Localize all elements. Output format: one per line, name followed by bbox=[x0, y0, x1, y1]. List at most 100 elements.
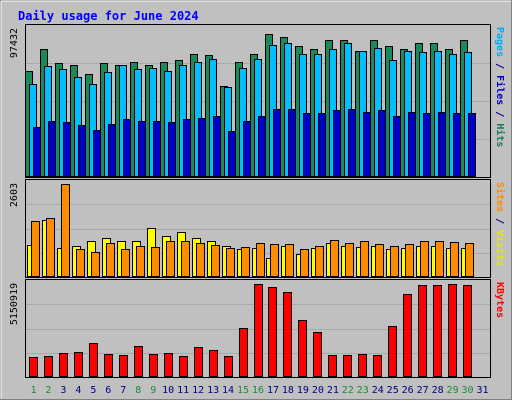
x-tick-label-day-16: 16 bbox=[252, 385, 264, 396]
side-label-part: / bbox=[494, 57, 505, 75]
bar-kbytes-kbytes-day-17 bbox=[268, 287, 277, 377]
x-tick-label-day-21: 21 bbox=[327, 385, 339, 396]
x-tick-label-day-22: 22 bbox=[342, 385, 354, 396]
panel-kbytes-ymax-label: 5150919 bbox=[9, 283, 20, 325]
bar-visits-sites-day-18 bbox=[285, 244, 294, 277]
bar-hits-pages-day-9 bbox=[153, 121, 161, 177]
bar-hits-pages-day-27 bbox=[423, 113, 431, 177]
bar-kbytes-kbytes-day-9 bbox=[149, 354, 158, 377]
x-tick-label-day-12: 12 bbox=[192, 385, 204, 396]
bar-kbytes-kbytes-day-10 bbox=[164, 353, 173, 377]
bar-visits-sites-day-12 bbox=[196, 243, 205, 277]
side-label-part: Sites bbox=[494, 182, 506, 212]
bar-visits-sites-day-4 bbox=[76, 249, 85, 277]
x-tick-label-day-27: 27 bbox=[417, 385, 429, 396]
bar-kbytes-kbytes-day-12 bbox=[194, 347, 203, 377]
x-tick-label-day-17: 17 bbox=[267, 385, 279, 396]
bar-kbytes-kbytes-day-16 bbox=[254, 284, 263, 377]
bar-hits-pages-day-19 bbox=[303, 113, 311, 177]
x-tick-label-day-3: 3 bbox=[60, 385, 66, 396]
bar-hits-pages-day-8 bbox=[138, 121, 146, 177]
bar-kbytes-kbytes-day-5 bbox=[89, 343, 98, 377]
side-label-part: / bbox=[494, 105, 505, 123]
bar-kbytes-kbytes-day-13 bbox=[209, 350, 218, 377]
bar-hits-pages-day-11 bbox=[183, 119, 191, 177]
bar-visits-sites-day-30 bbox=[465, 243, 474, 277]
side-label-part: KBytes bbox=[494, 282, 505, 318]
bar-hits-pages-day-26 bbox=[408, 112, 416, 177]
bar-hits-pages-day-15 bbox=[243, 121, 251, 177]
bar-visits-sites-day-22 bbox=[345, 243, 354, 277]
bar-hits-pages-day-30 bbox=[468, 113, 476, 177]
bar-kbytes-kbytes-day-2 bbox=[44, 356, 53, 377]
bar-hits-pages-day-16 bbox=[258, 116, 266, 177]
x-tick-label-day-23: 23 bbox=[357, 385, 369, 396]
bar-hits-pages-day-17 bbox=[273, 109, 281, 177]
x-axis-labels: 1 2 3 4 5 6 7 8 9 10 11 12 13 14 15 16 17 18 19 20 21 22 23 24 2… bbox=[30, 385, 488, 396]
bar-hits-pages-day-20 bbox=[318, 113, 326, 177]
bar-visits-sites-day-3 bbox=[61, 184, 70, 277]
bar-visits-sites-day-26 bbox=[405, 244, 414, 277]
chart-title: Daily usage for June 2024 bbox=[18, 9, 199, 23]
bar-kbytes-kbytes-day-11 bbox=[179, 356, 188, 377]
bar-visits-sites-day-21 bbox=[330, 240, 339, 277]
panel-hits: 97432 Pages / Files / Hits bbox=[9, 24, 506, 178]
x-tick-label-day-13: 13 bbox=[207, 385, 219, 396]
x-tick-label-day-18: 18 bbox=[282, 385, 294, 396]
bar-kbytes-kbytes-day-29 bbox=[448, 284, 457, 377]
bar-hits-pages-day-24 bbox=[378, 110, 386, 177]
x-tick-label-day-29: 29 bbox=[447, 385, 459, 396]
bar-kbytes-kbytes-day-28 bbox=[433, 285, 442, 377]
x-tick-label-day-7: 7 bbox=[120, 385, 126, 396]
bar-visits-sites-day-13 bbox=[211, 245, 220, 277]
bar-kbytes-kbytes-day-3 bbox=[59, 353, 68, 377]
bar-visits-sites-day-20 bbox=[315, 246, 324, 277]
bar-hits-pages-day-21 bbox=[333, 110, 341, 177]
x-tick-label-day-1: 1 bbox=[30, 385, 36, 396]
x-tick-label-day-10: 10 bbox=[162, 385, 174, 396]
bar-kbytes-kbytes-day-27 bbox=[418, 285, 427, 377]
bar-kbytes-kbytes-day-30 bbox=[463, 285, 472, 377]
bar-visits-sites-day-16 bbox=[256, 243, 265, 277]
chart-panels: 97432 Pages / Files / Hits 2603 Sites / Vis… bbox=[9, 24, 506, 378]
bar-visits-sites-day-9 bbox=[151, 247, 160, 277]
x-tick-label-day-4: 4 bbox=[75, 385, 81, 396]
bar-hits-pages-day-22 bbox=[348, 109, 356, 177]
panel-hits-border bbox=[25, 24, 491, 178]
bar-visits-sites-day-8 bbox=[136, 246, 145, 277]
panel-visits-border bbox=[25, 179, 491, 278]
bar-hits-pages-day-1 bbox=[33, 127, 41, 177]
bar-hits-pages-day-2 bbox=[48, 121, 56, 177]
bar-kbytes-kbytes-day-8 bbox=[134, 346, 143, 377]
bar-hits-pages-day-3 bbox=[63, 122, 71, 177]
bar-visits-sites-day-5 bbox=[91, 252, 100, 277]
bar-kbytes-kbytes-day-23 bbox=[358, 354, 367, 377]
bar-kbytes-kbytes-day-21 bbox=[328, 355, 337, 377]
side-label-part: Visits bbox=[494, 230, 506, 266]
bar-hits-pages-day-5 bbox=[93, 130, 101, 177]
panel-kbytes-side-label: KBytes bbox=[494, 282, 505, 318]
bar-visits-sites-day-25 bbox=[390, 246, 399, 277]
bar-hits-pages-day-7 bbox=[123, 119, 131, 177]
bar-visits-sites-day-27 bbox=[420, 241, 429, 277]
bar-visits-sites-day-1 bbox=[31, 221, 40, 277]
bar-kbytes-kbytes-day-4 bbox=[74, 352, 83, 377]
bar-kbytes-kbytes-day-7 bbox=[119, 355, 128, 377]
bar-hits-pages-day-12 bbox=[198, 118, 206, 177]
bar-visits-sites-day-6 bbox=[106, 243, 115, 277]
panel-kbytes-border bbox=[25, 279, 491, 378]
side-label-part: / bbox=[494, 212, 505, 230]
x-tick-label-day-28: 28 bbox=[432, 385, 444, 396]
x-tick-label-day-8: 8 bbox=[135, 385, 141, 396]
bar-visits-sites-day-23 bbox=[360, 241, 369, 277]
bar-kbytes-kbytes-day-18 bbox=[283, 292, 292, 377]
bar-hits-pages-day-28 bbox=[438, 112, 446, 177]
side-label-part: Files bbox=[494, 75, 506, 105]
panel-hits-side-label: Pages / Files / Hits bbox=[494, 27, 506, 147]
bar-visits-sites-day-2 bbox=[46, 218, 55, 277]
panel-kbytes: 5150919 KBytes bbox=[9, 279, 505, 378]
x-tick-label-day-6: 6 bbox=[105, 385, 111, 396]
bar-kbytes-kbytes-day-20 bbox=[313, 332, 322, 377]
bar-hits-pages-day-14 bbox=[228, 131, 236, 177]
bar-kbytes-kbytes-day-26 bbox=[403, 294, 412, 377]
